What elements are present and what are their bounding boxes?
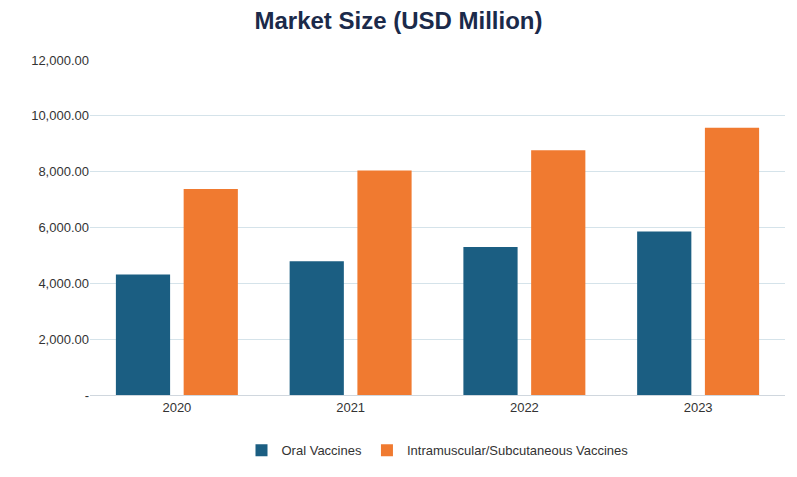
svg-text:2,000.00: 2,000.00 [38,332,89,347]
svg-text:-: - [85,388,89,403]
svg-text:8,000.00: 8,000.00 [38,164,89,179]
svg-text:10,000.00: 10,000.00 [31,108,89,123]
svg-text:2023: 2023 [684,400,713,415]
svg-text:2020: 2020 [162,400,191,415]
svg-text:2022: 2022 [510,400,539,415]
svg-text:6,000.00: 6,000.00 [38,220,89,235]
svg-text:2021: 2021 [336,400,365,415]
svg-text:Intramuscular/Subcutaneous Vac: Intramuscular/Subcutaneous Vaccines [407,443,628,458]
svg-text:Oral Vaccines: Oral Vaccines [282,443,362,458]
svg-text:12,000.00: 12,000.00 [31,53,89,68]
svg-text:4,000.00: 4,000.00 [38,276,89,291]
svg-text:Market Size (USD Million): Market Size (USD Million) [254,7,542,34]
